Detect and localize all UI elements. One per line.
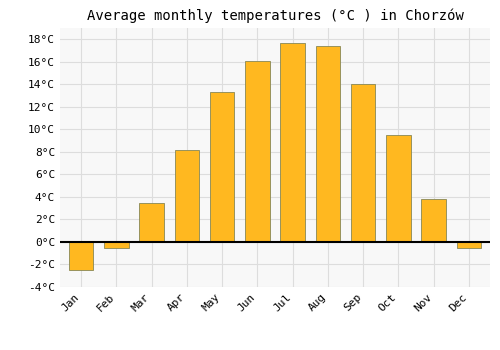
Bar [422,199,446,242]
Bar [104,242,128,247]
Bar [140,203,164,242]
Title: Average monthly temperatures (°C ) in Chorzów: Average monthly temperatures (°C ) in Ch… [86,8,464,23]
Bar [456,242,481,247]
Bar [386,135,410,242]
Bar [316,46,340,242]
Bar [351,84,376,242]
Bar [245,61,270,242]
Bar [280,43,305,242]
Bar [174,149,199,242]
Bar [69,242,94,270]
Bar [210,92,234,242]
